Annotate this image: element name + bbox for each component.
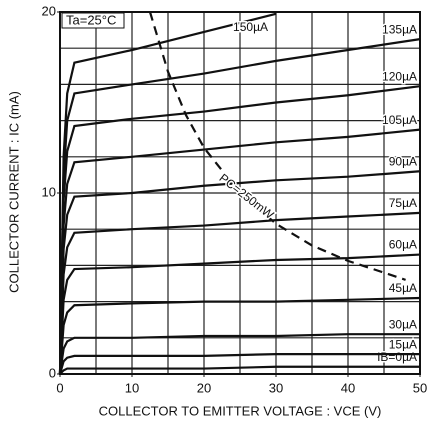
annotation-box [61,12,125,29]
curve [58,296,421,375]
annotation: Ta=25°C [66,12,116,27]
series-label: 120µA [382,69,417,83]
curve [58,38,421,375]
curve [58,170,421,375]
series-label: 30µA [389,317,417,331]
series-label: IB=0µA [377,350,417,364]
y-tick-label: 20 [42,3,56,18]
series-label: 105µA [382,113,417,127]
curve [58,253,421,375]
curve [58,12,277,375]
series-label: 135µA [382,22,417,36]
curve [58,128,421,375]
y-tick-label: 0 [49,365,56,380]
series-label: 60µA [389,238,417,252]
curve [58,333,420,375]
x-axis-label: COLLECTOR TO EMITTER VOLTAGE : VCE (V) [99,403,382,418]
curve [58,352,420,375]
series-label: 75µA [389,196,417,210]
power-curve [148,11,406,281]
x-tick-label: 50 [413,380,427,395]
curve [58,211,421,375]
y-axis-label: COLLECTOR CURRENT : IC (mA) [6,91,21,293]
curve [58,85,421,375]
x-tick-label: 10 [125,380,139,395]
x-tick-label: 40 [341,380,355,395]
x-tick-label: 20 [197,380,211,395]
series-label: 45µA [389,281,417,295]
y-tick-label: 10 [42,184,56,199]
series-label: 15µA [389,337,417,351]
annotation: PC=250mW [217,171,277,222]
x-tick-label: 0 [56,380,63,395]
curve [59,365,420,375]
x-tick-label: 30 [269,380,283,395]
series-label: 150µA [233,20,268,34]
series-label: 90µA [389,154,417,168]
